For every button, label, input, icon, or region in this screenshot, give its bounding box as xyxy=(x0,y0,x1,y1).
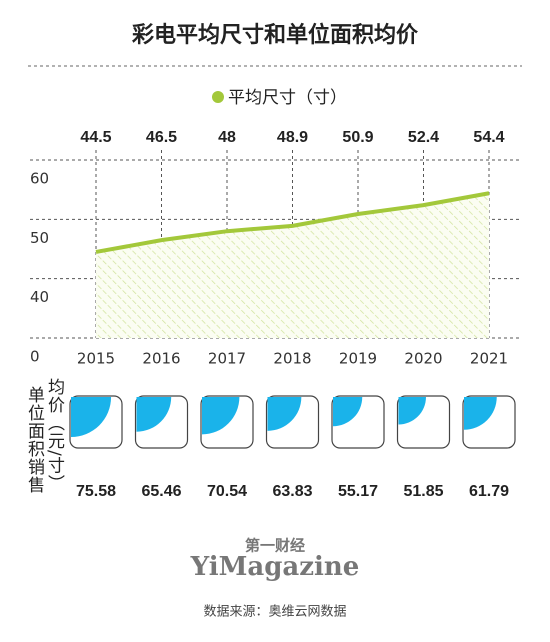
price-label: 70.54 xyxy=(207,483,247,500)
series-line xyxy=(95,191,490,254)
x-tick-label: 2017 xyxy=(208,350,246,368)
brand-cn: 第一财经 xyxy=(245,537,305,555)
area-fill xyxy=(96,193,489,338)
value-label: 54.4 xyxy=(473,129,504,146)
row-label: 单位面积销售 xyxy=(24,386,45,494)
x-tick-label: 2018 xyxy=(273,350,311,368)
value-label: 46.5 xyxy=(146,129,177,146)
legend-label: 平均尺寸（寸） xyxy=(228,88,347,108)
value-label: 52.4 xyxy=(408,129,439,146)
value-label: 50.9 xyxy=(342,129,373,146)
price-quarter xyxy=(398,397,426,425)
price-label: 75.58 xyxy=(76,483,116,500)
x-tick-label: 2019 xyxy=(339,350,377,368)
row-label: 均价（元/寸） xyxy=(44,378,65,493)
y-tick-label: 50 xyxy=(30,229,49,247)
brand-en: YiMagazine xyxy=(190,552,360,582)
legend-dot xyxy=(212,91,224,103)
price-quarter xyxy=(202,397,240,435)
x-tick-label: 2021 xyxy=(470,350,508,368)
price-quarter xyxy=(267,397,302,431)
value-label: 48 xyxy=(218,129,236,146)
chart-title: 彩电平均尺寸和单位面积均价 xyxy=(131,22,419,48)
price-label: 55.17 xyxy=(338,483,378,500)
value-label: 48.9 xyxy=(277,129,308,146)
price-quarter xyxy=(333,397,363,427)
x-tick-label: 2016 xyxy=(142,350,180,368)
price-label: 61.79 xyxy=(469,483,509,500)
y-tick-label: 0 xyxy=(30,348,40,366)
price-quarter xyxy=(71,397,112,438)
price-label: 63.83 xyxy=(272,483,312,500)
source: 数据来源：奥维云网数据 xyxy=(203,605,346,620)
price-quarter xyxy=(464,397,497,430)
y-tick-label: 40 xyxy=(30,288,49,306)
price-label: 51.85 xyxy=(403,483,443,500)
price-label: 65.46 xyxy=(141,483,181,500)
price-quarter xyxy=(136,397,172,432)
x-tick-label: 2020 xyxy=(404,350,442,368)
x-tick-label: 2015 xyxy=(77,350,115,368)
y-tick-label: 60 xyxy=(30,170,49,188)
value-label: 44.5 xyxy=(80,129,111,146)
